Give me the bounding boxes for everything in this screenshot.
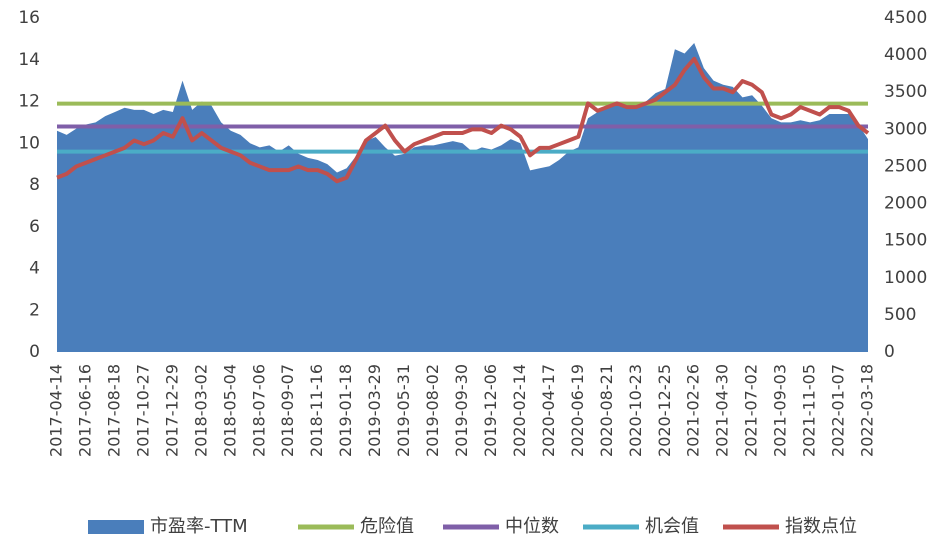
x-tick-label: 2022-03-18	[858, 364, 877, 457]
x-tick-label: 2021-11-05	[800, 364, 819, 457]
y-tick-label: 6	[29, 217, 40, 237]
y-tick-label: 12	[18, 92, 40, 112]
y2-tick-label: 500	[884, 305, 916, 325]
x-tick-label: 2021-09-03	[771, 364, 790, 457]
x-tick-label: 2018-11-16	[307, 364, 326, 457]
y2-tick-label: 1000	[884, 268, 927, 288]
x-tick-label: 2017-10-27	[133, 364, 152, 457]
y-tick-label: 10	[18, 133, 40, 153]
x-tick-label: 2017-08-18	[104, 364, 123, 457]
y-tick-label: 2	[29, 300, 40, 320]
x-tick-label: 2018-05-04	[220, 364, 239, 457]
y2-tick-label: 0	[884, 342, 895, 362]
y2-tick-label: 2500	[884, 156, 927, 176]
x-tick-label: 2019-08-02	[423, 364, 442, 457]
x-tick-label: 2020-08-21	[597, 364, 616, 457]
x-tick-label: 2019-05-31	[394, 364, 413, 457]
x-tick-label: 2020-12-25	[655, 364, 674, 457]
legend-label: 指数点位	[785, 516, 857, 537]
x-tick-label: 2019-03-29	[365, 364, 384, 457]
y-tick-label: 16	[18, 8, 40, 28]
legend-swatch	[88, 520, 144, 534]
y-tick-label: 14	[18, 50, 40, 70]
x-tick-label: 2021-04-30	[713, 364, 732, 457]
x-tick-label: 2021-02-26	[684, 364, 703, 457]
x-tick-label: 2022-01-07	[829, 364, 848, 457]
index-line	[56, 56, 870, 184]
x-tick-label: 2020-04-17	[539, 364, 558, 457]
legend-label: 市盈率-TTM	[150, 516, 248, 537]
y2-tick-label: 3000	[884, 119, 927, 139]
y2-tick-label: 2000	[884, 194, 927, 214]
y2-tick-label: 1500	[884, 231, 927, 251]
x-tick-label: 2017-06-16	[75, 364, 94, 457]
y-tick-label: 0	[29, 342, 40, 362]
x-tick-label: 2019-09-30	[452, 364, 471, 457]
x-tick-label: 2020-02-14	[510, 364, 529, 457]
y2-tick-label: 4500	[884, 8, 927, 28]
x-tick-label: 2018-09-07	[278, 364, 297, 457]
legend-label: 中位数	[505, 516, 559, 537]
x-tick-label: 2017-04-14	[47, 364, 66, 457]
y2-tick-label: 4000	[884, 45, 927, 65]
y-tick-label: 4	[29, 259, 40, 279]
x-tick-label: 2020-10-23	[626, 364, 645, 457]
legend-label: 危险值	[360, 516, 414, 537]
x-tick-label: 2019-12-06	[481, 364, 500, 457]
x-tick-label: 2020-06-19	[568, 364, 587, 457]
x-tick-label: 2017-12-29	[162, 364, 181, 457]
y2-tick-label: 3500	[884, 82, 927, 102]
x-tick-label: 2019-01-18	[336, 364, 355, 457]
pe-area	[57, 43, 868, 353]
x-tick-label: 2018-03-02	[191, 364, 210, 457]
x-tick-label: 2018-07-06	[249, 364, 268, 457]
legend-label: 机会值	[645, 516, 699, 537]
x-tick-label: 2021-07-02	[742, 364, 761, 457]
y-tick-label: 8	[29, 175, 40, 195]
